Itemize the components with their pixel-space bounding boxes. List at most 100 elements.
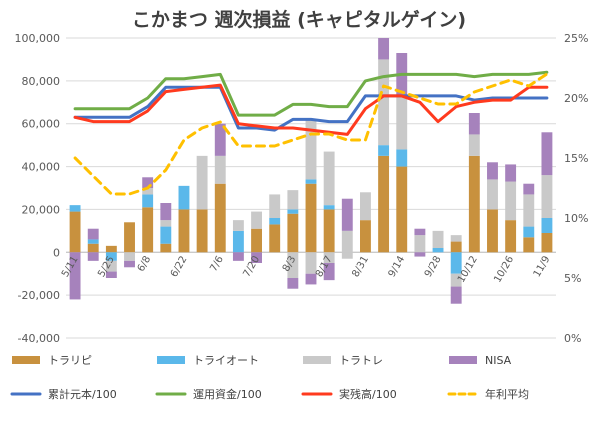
x-tick-label: 7/6 (208, 254, 226, 273)
legend-label: トラトレ (339, 354, 383, 367)
bar-segment (287, 209, 299, 214)
bar-segment (305, 273, 317, 285)
bar-segment (305, 183, 317, 253)
bar-segment (69, 205, 81, 212)
bar-segment (432, 248, 444, 253)
bar-segment (87, 228, 99, 240)
y-axis-right: 0% 5% 10% 15% 20% 25% (564, 32, 588, 345)
bar-segment (287, 252, 299, 278)
bar-segment (523, 194, 535, 227)
y-axis-left: -40,000 -20,000 0 20,000 40,000 60,000 80,000 1… (15, 32, 61, 345)
x-tick-label: 8/31 (350, 254, 371, 279)
bar-segment (287, 190, 299, 210)
bar-segment (105, 271, 117, 278)
x-tick-label: 6/8 (136, 254, 154, 273)
bar-segment (105, 252, 117, 261)
series-line (73, 70, 549, 117)
bar-segment (160, 243, 172, 253)
bar-segment (523, 183, 535, 195)
y2-tick-label: 15% (564, 152, 588, 165)
bar-segment (251, 211, 262, 229)
bar-segment (468, 134, 480, 156)
bar-segment (450, 252, 462, 274)
x-tick-label: 10/26 (492, 254, 516, 284)
y-tick-label: 100,000 (15, 32, 61, 45)
bar-segment (396, 149, 408, 167)
bar-segment (396, 166, 408, 253)
bar-segment (378, 155, 390, 253)
bar-segment (305, 252, 317, 274)
legend-label: トライオート (193, 354, 259, 367)
bar-segment (323, 205, 335, 210)
bar-segment (269, 194, 281, 218)
y2-tick-label: 10% (564, 212, 588, 225)
lines-layer (73, 70, 549, 196)
y2-tick-label: 25% (564, 32, 588, 45)
legend-swatch (12, 356, 40, 364)
series-line (73, 85, 549, 132)
bar-segment (450, 241, 462, 253)
y-tick-label: 40,000 (22, 161, 61, 174)
bar-segment (142, 188, 154, 195)
bar-segment (541, 132, 553, 176)
y2-tick-label: 0% (564, 332, 581, 345)
x-tick-label: 6/22 (169, 254, 190, 279)
bar-segment (378, 59, 390, 146)
bar-segment (323, 252, 335, 263)
bar-segment (341, 230, 353, 253)
y-tick-label: -40,000 (18, 332, 60, 345)
bar-segment (378, 38, 390, 60)
bar-segment (505, 164, 517, 182)
bar-segment (196, 155, 208, 210)
bar-segment (105, 260, 117, 272)
x-tick-label: 9/14 (387, 254, 408, 279)
bar-segment (269, 224, 281, 253)
legend-swatch (449, 356, 477, 364)
bar-segment (323, 209, 335, 253)
legend-swatch (303, 356, 331, 364)
bar-segment (196, 209, 208, 253)
y2-tick-label: 20% (564, 92, 588, 105)
bar-segment (523, 237, 535, 253)
bar-segment (251, 228, 262, 253)
legend-label: 運用資金/100 (193, 387, 262, 401)
bar-segment (142, 177, 154, 188)
chart-title: こかまつ 週次損益 (キャピタルゲイン) (132, 8, 466, 31)
bar-segment (396, 95, 408, 150)
bar-segment (341, 252, 353, 259)
bar-segment (523, 226, 535, 238)
bar-segment (87, 243, 99, 253)
series-line (73, 72, 549, 196)
bar-segment (178, 209, 190, 253)
y-tick-label: -20,000 (18, 289, 60, 302)
bar-segment (214, 123, 226, 156)
bar-segment (450, 273, 462, 287)
bar-segment (178, 185, 190, 210)
bar-segment (142, 194, 154, 208)
legend: トラリピ トライオート トラトレ NISA 累計元本/100 運用資金/100 実残高/10… (10, 354, 529, 401)
legend-label: 年利平均 (485, 387, 529, 401)
bar-segment (287, 213, 299, 253)
bar-segment (323, 151, 335, 206)
bar-segment (505, 181, 517, 221)
bar-segment (414, 235, 426, 253)
y-tick-label: 0 (53, 246, 60, 259)
bar-segment (160, 226, 172, 244)
bar-segment (160, 203, 172, 221)
x-tick-label: 7/20 (241, 254, 262, 279)
legend-swatch (157, 356, 185, 364)
legend-label: NISA (485, 354, 512, 367)
x-tick-label: 11/9 (532, 254, 553, 279)
bar-segment (232, 230, 244, 253)
bar-segment (541, 233, 553, 253)
bar-segment (414, 252, 426, 257)
legend-label: 累計元本/100 (48, 387, 117, 401)
bar-segment (214, 155, 226, 184)
bar-segment (450, 286, 462, 304)
x-tick-label: 9/28 (423, 254, 444, 279)
bar-segment (505, 220, 517, 253)
bar-segment (142, 207, 154, 253)
bar-segment (232, 220, 244, 231)
